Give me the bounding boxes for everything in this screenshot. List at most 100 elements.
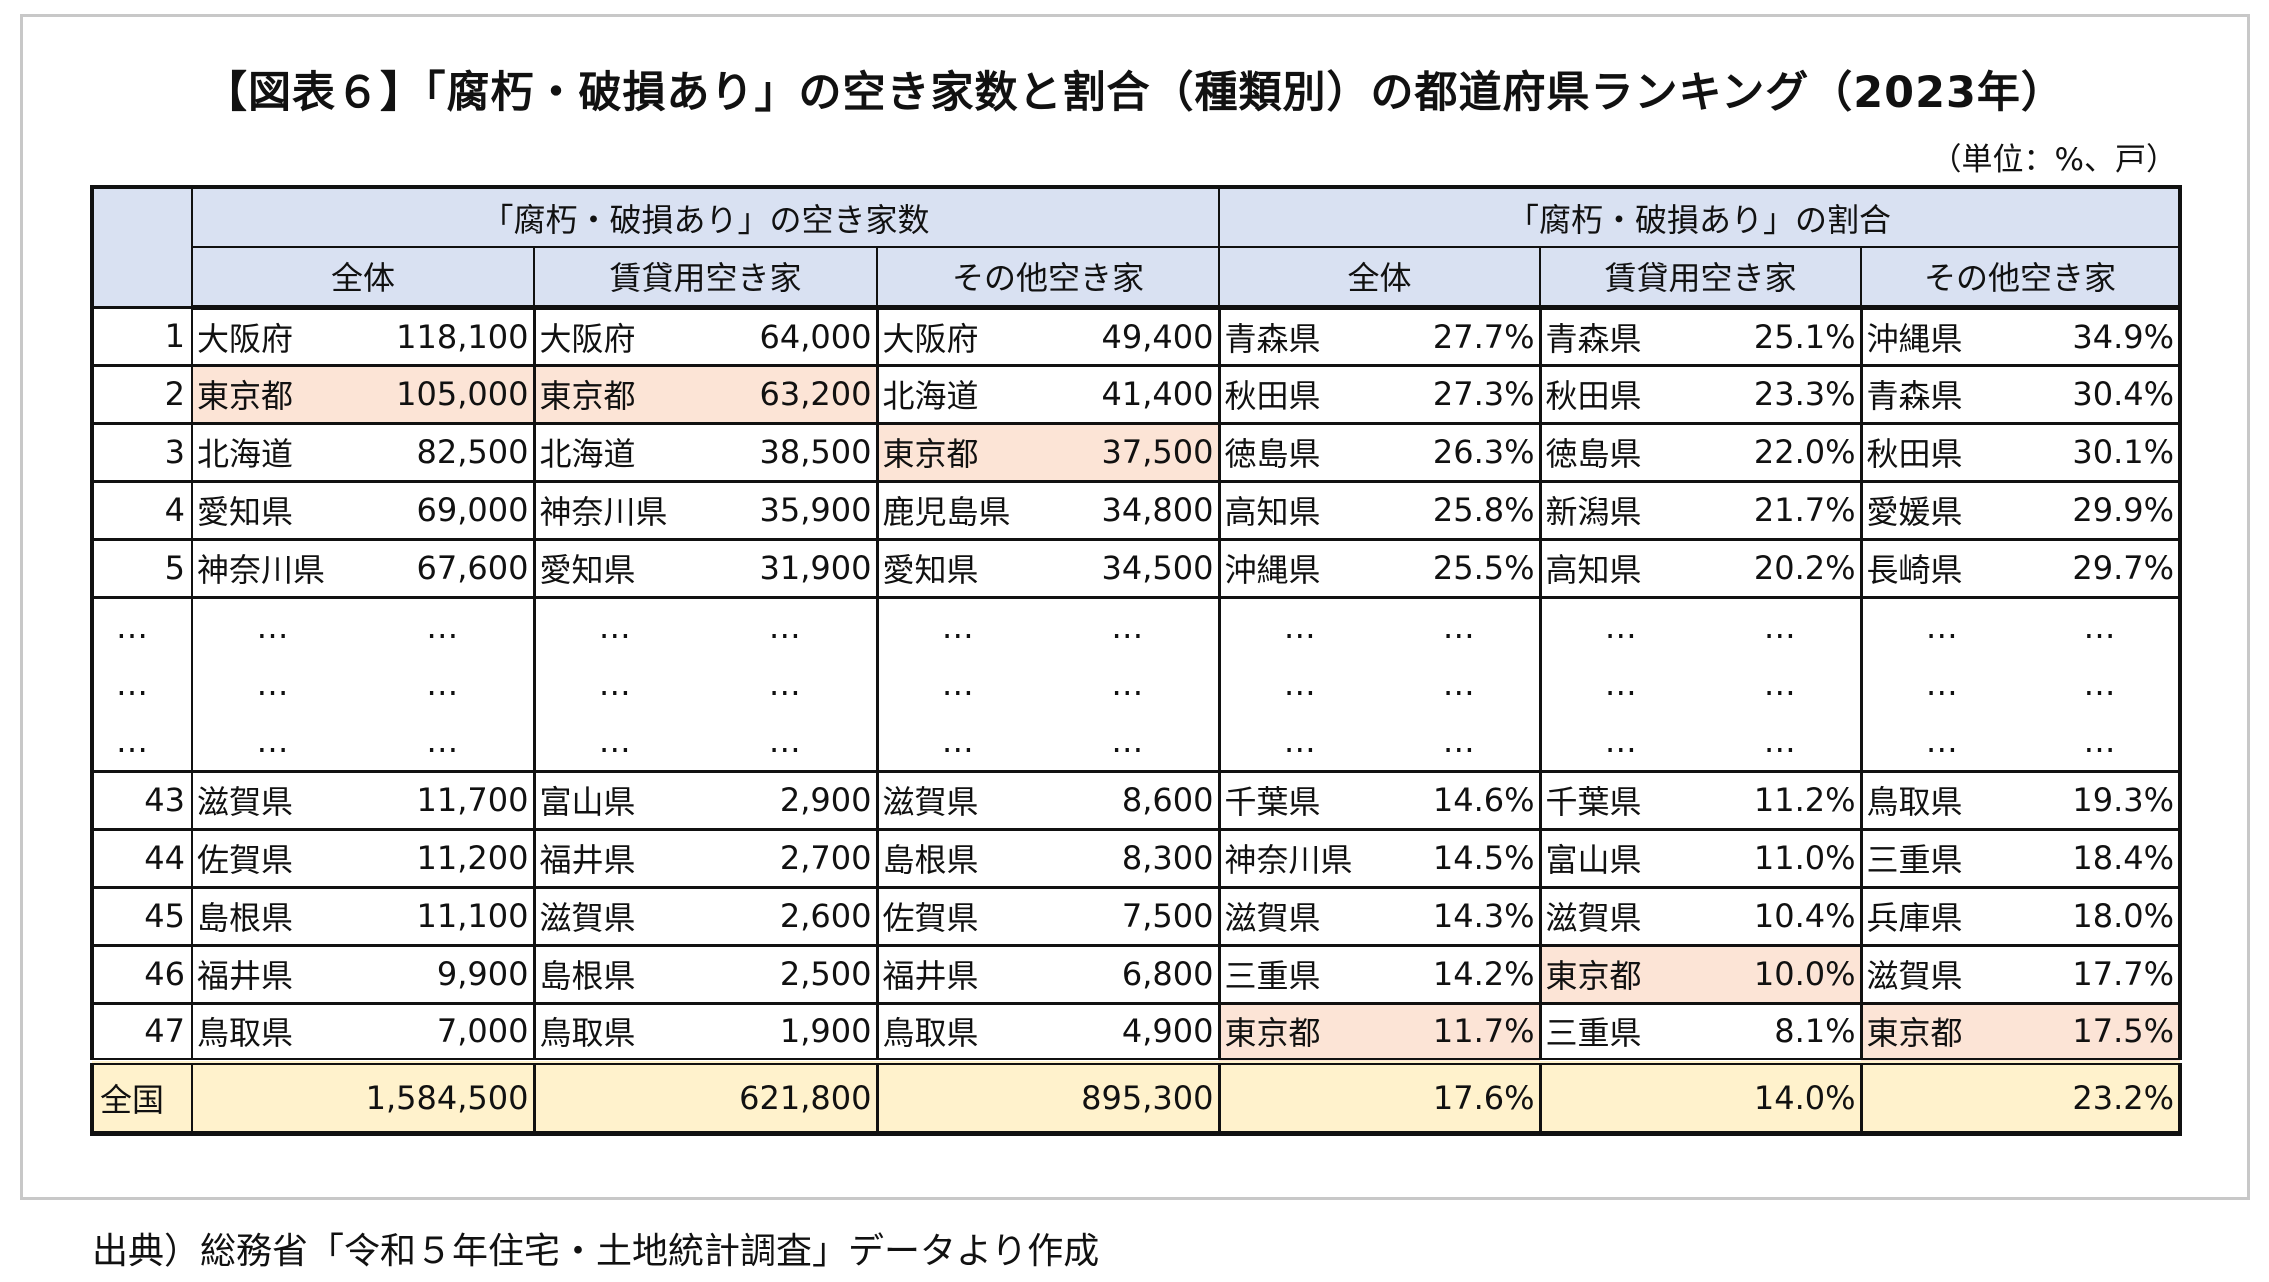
prefecture-cell: 滋賀県 [1860, 943, 2021, 1005]
col-header: 賃貸用空き家 [533, 246, 878, 310]
value-cell: 25.8% [1379, 479, 1542, 541]
value-cell: 49,400 [1037, 305, 1221, 367]
prefecture-cell: 島根県 [533, 943, 694, 1005]
figure-frame [20, 14, 2250, 1200]
prefecture-cell: 高知県 [1539, 537, 1700, 599]
prefecture-cell: 鹿児島県 [876, 479, 1037, 541]
prefecture-cell: 秋田県 [1218, 363, 1379, 425]
value-cell: 27.3% [1379, 363, 1542, 425]
value-cell: 1,900 [694, 1001, 879, 1063]
value-cell: 38,500 [694, 421, 879, 483]
prefecture-cell: 長崎県 [1860, 537, 2021, 599]
ellipsis-cell: … [1860, 595, 2021, 655]
ellipsis-cell: … [1218, 655, 1379, 713]
prefecture-cell: 福井県 [191, 943, 352, 1005]
value-cell: 2,500 [694, 943, 879, 1005]
ellipsis-cell: … [352, 655, 536, 713]
ellipsis-cell: … [2021, 655, 2182, 713]
ranking-table: 「腐朽・破損あり」の空き家数 「腐朽・破損あり」の割合 全体 賃貸用空き家 その… [90, 185, 2182, 1136]
value-cell: 9,900 [352, 943, 536, 1005]
table-row: 46 福井県 9,900 島根県 2,500 福井県 6,800 三重県 14.2% 東京都 10.… [91, 943, 2182, 1005]
prefecture-cell: 鳥取県 [533, 1001, 694, 1063]
prefecture-cell: 滋賀県 [191, 769, 352, 831]
value-cell: 35,900 [694, 479, 879, 541]
col-header: 全体 [1218, 246, 1541, 310]
prefecture-cell: 北海道 [191, 421, 352, 483]
prefecture-cell: 北海道 [876, 363, 1037, 425]
value-cell: 41,400 [1037, 363, 1221, 425]
value-cell: 8,600 [1037, 769, 1221, 831]
group-header-count: 「腐朽・破損あり」の空き家数 [191, 186, 1220, 248]
rank-cell: 45 [91, 885, 193, 947]
value-cell: 30.4% [2021, 363, 2182, 425]
prefecture-cell: 大阪府 [876, 305, 1037, 367]
value-cell: 18.4% [2021, 827, 2182, 889]
prefecture-cell: 東京都 [533, 363, 694, 425]
value-cell: 2,600 [694, 885, 879, 947]
table-row: 1 大阪府 118,100 大阪府 64,000 大阪府 49,400 青森県 27.7% 青森県… [91, 305, 2182, 367]
prefecture-cell: 滋賀県 [1218, 885, 1379, 947]
ellipsis-cell: … [91, 655, 193, 713]
table-row: 47 鳥取県 7,000 鳥取県 1,900 鳥取県 4,900 東京都 11.7% 三重県 8.1… [91, 1001, 2182, 1063]
prefecture-cell: 北海道 [533, 421, 694, 483]
prefecture-cell: 愛知県 [533, 537, 694, 599]
value-cell: 2,700 [694, 827, 879, 889]
table-row: 2 東京都 105,000 東京都 63,200 北海道 41,400 秋田県 27.3% 秋田県… [91, 363, 2182, 425]
prefecture-cell: 佐賀県 [191, 827, 352, 889]
figure-title: 【図表６】「腐朽・破損あり」の空き家数と割合（種類別）の都道府県ランキング（20… [204, 68, 2065, 118]
prefecture-cell: 青森県 [1860, 363, 2021, 425]
value-cell: 63,200 [694, 363, 879, 425]
value-cell: 6,800 [1037, 943, 1221, 1005]
ellipsis-cell: … [352, 595, 536, 655]
prefecture-cell: 島根県 [191, 885, 352, 947]
ellipsis-cell: … [91, 713, 193, 773]
ellipsis-cell: … [1860, 713, 2021, 773]
value-cell: 21.7% [1700, 479, 1863, 541]
prefecture-cell: 三重県 [1539, 1001, 1700, 1063]
col-header: 全体 [191, 246, 535, 310]
prefecture-cell: 青森県 [1218, 305, 1379, 367]
prefecture-cell: 沖縄県 [1218, 537, 1379, 599]
total-value: 1,584,500 [191, 1057, 536, 1136]
rank-cell: 1 [91, 305, 193, 367]
value-cell: 2,900 [694, 769, 879, 831]
table-row: 43 滋賀県 11,700 富山県 2,900 滋賀県 8,600 千葉県 14.6% 千葉県 11… [91, 769, 2182, 831]
ellipsis-cell: … [694, 595, 879, 655]
table-row: 4 愛知県 69,000 神奈川県 35,900 鹿児島県 34,800 高知県 25.8% 新潟… [91, 479, 2182, 541]
value-cell: 34,500 [1037, 537, 1221, 599]
ellipsis-cell: … [876, 713, 1037, 773]
prefecture-cell: 滋賀県 [1539, 885, 1700, 947]
prefecture-cell: 兵庫県 [1860, 885, 2021, 947]
ellipsis-cell: … [1218, 595, 1379, 655]
value-cell: 22.0% [1700, 421, 1863, 483]
ellipsis-cell: … [1379, 595, 1542, 655]
prefecture-cell: 島根県 [876, 827, 1037, 889]
total-value: 621,800 [533, 1057, 879, 1136]
prefecture-cell: 滋賀県 [533, 885, 694, 947]
total-label: 全国 [91, 1057, 193, 1136]
prefecture-cell: 徳島県 [1539, 421, 1700, 483]
total-row: 全国 1,584,500 621,800 895,300 17.6% 14.0% 23.2% [91, 1057, 2182, 1136]
ellipsis-row: ………………………………… [91, 655, 2182, 713]
total-value: 14.0% [1539, 1057, 1863, 1136]
total-value: 17.6% [1218, 1057, 1542, 1136]
prefecture-cell: 東京都 [191, 363, 352, 425]
prefecture-cell: 愛知県 [876, 537, 1037, 599]
col-header: その他空き家 [876, 246, 1220, 310]
value-cell: 37,500 [1037, 421, 1221, 483]
prefecture-cell: 鳥取県 [191, 1001, 352, 1063]
rank-cell: 2 [91, 363, 193, 425]
value-cell: 69,000 [352, 479, 536, 541]
ellipsis-cell: … [1860, 655, 2021, 713]
value-cell: 82,500 [352, 421, 536, 483]
prefecture-cell: 東京都 [1218, 1001, 1379, 1063]
value-cell: 7,000 [352, 1001, 536, 1063]
value-cell: 118,100 [352, 305, 536, 367]
value-cell: 7,500 [1037, 885, 1221, 947]
ellipsis-cell: … [2021, 713, 2182, 773]
ellipsis-cell: … [533, 595, 694, 655]
prefecture-cell: 福井県 [533, 827, 694, 889]
ellipsis-cell: … [191, 655, 352, 713]
value-cell: 23.3% [1700, 363, 1863, 425]
ellipsis-cell: … [1379, 655, 1542, 713]
